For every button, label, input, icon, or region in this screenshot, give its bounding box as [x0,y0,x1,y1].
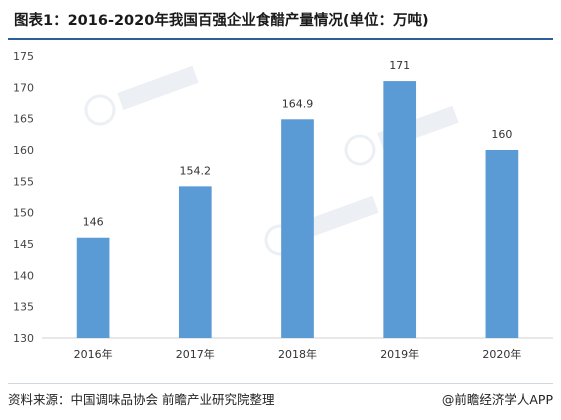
value-label: 160 [491,128,512,141]
y-tick-label: 175 [13,50,34,63]
bar-chart: 130 135 140 145 150 155 160 165 170 175 2016年 2017… [13,50,553,361]
bar [383,81,417,339]
y-tick-label: 130 [13,332,34,345]
y-axis: 130 135 140 145 150 155 160 165 170 175 [13,50,34,345]
y-tick-label: 135 [13,301,34,314]
watermark-logo [84,65,199,126]
bars-group [76,81,519,339]
watermark-logo [264,195,379,256]
y-tick-label: 150 [13,207,34,220]
chart-title: 图表1：2016-2020年我国百强企业食醋产量情况(单位：万吨) [14,13,429,29]
x-tick-label: 2017年 [176,347,215,361]
footer-divider [8,383,553,384]
value-label: 146 [83,216,104,229]
bar [178,186,212,338]
bar [281,119,314,338]
x-tick-label: 2020年 [482,347,521,361]
value-label: 164.9 [282,97,314,110]
title-divider [8,38,553,40]
source-note: 资料来源：中国调味品协会 前瞻产业研究院整理 [8,392,275,407]
value-label: 154.2 [180,164,212,177]
y-tick-label: 160 [13,144,34,157]
x-tick-label: 2018年 [278,347,317,361]
bar [485,150,519,338]
bar [76,237,110,338]
brand-credit: @前瞻经济学人APP [441,392,553,407]
x-tick-labels: 2016年 2017年 2018年 2019年 2020年 [74,347,522,361]
x-tick-label: 2019年 [380,347,419,361]
footer: 资料来源：中国调味品协会 前瞻产业研究院整理 @前瞻经济学人APP [0,388,561,412]
x-tick-label: 2016年 [74,347,113,361]
y-tick-label: 155 [13,175,34,188]
value-labels: 146 154.2 164.9 171 160 [83,59,513,229]
y-tick-label: 145 [13,238,34,251]
y-tick-label: 170 [13,81,34,94]
y-tick-label: 165 [13,113,34,126]
value-label: 171 [389,59,410,72]
y-tick-label: 140 [13,269,34,282]
